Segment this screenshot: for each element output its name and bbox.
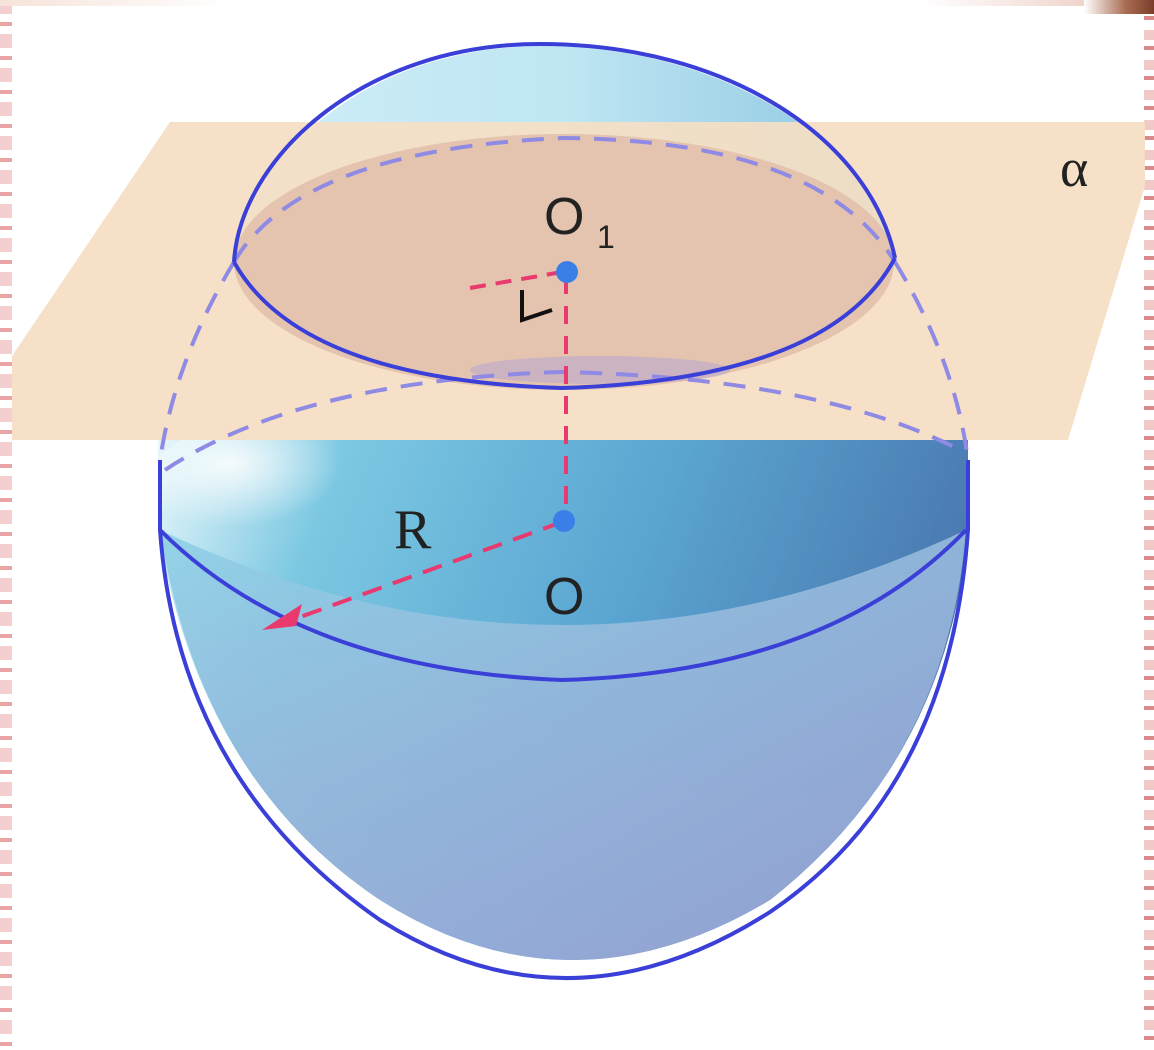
radius-arrowhead [262,604,302,630]
top-border [0,0,1154,6]
center-label: O [544,568,584,626]
section-circle-back-arc [232,135,897,264]
sphere-highlight [140,410,460,590]
center-top-label: O [544,188,584,246]
radius-r-line [291,520,563,622]
section-circle-front-arc [232,257,897,391]
right-angle-marker [520,290,553,323]
hidden-silhouette-left [158,260,236,461]
equator-back-arc [163,369,961,472]
top-cap-outline [232,41,897,263]
left-border [0,0,12,1050]
sphere-lower-outline [158,460,970,981]
right-border [1144,0,1154,1050]
section-radius-line [469,270,563,290]
center-point-o1 [556,261,578,283]
sphere-top-cap [234,45,895,261]
corner-decoration [1084,0,1154,14]
plane-label: α [1060,138,1088,198]
radius-label: R [394,499,432,561]
equator-front-arc [158,528,968,683]
sphere-bottom-shade [160,530,966,960]
hidden-silhouette-right [893,260,970,461]
center-point-o [553,510,575,532]
center-top-subscript: 1 [597,219,615,255]
